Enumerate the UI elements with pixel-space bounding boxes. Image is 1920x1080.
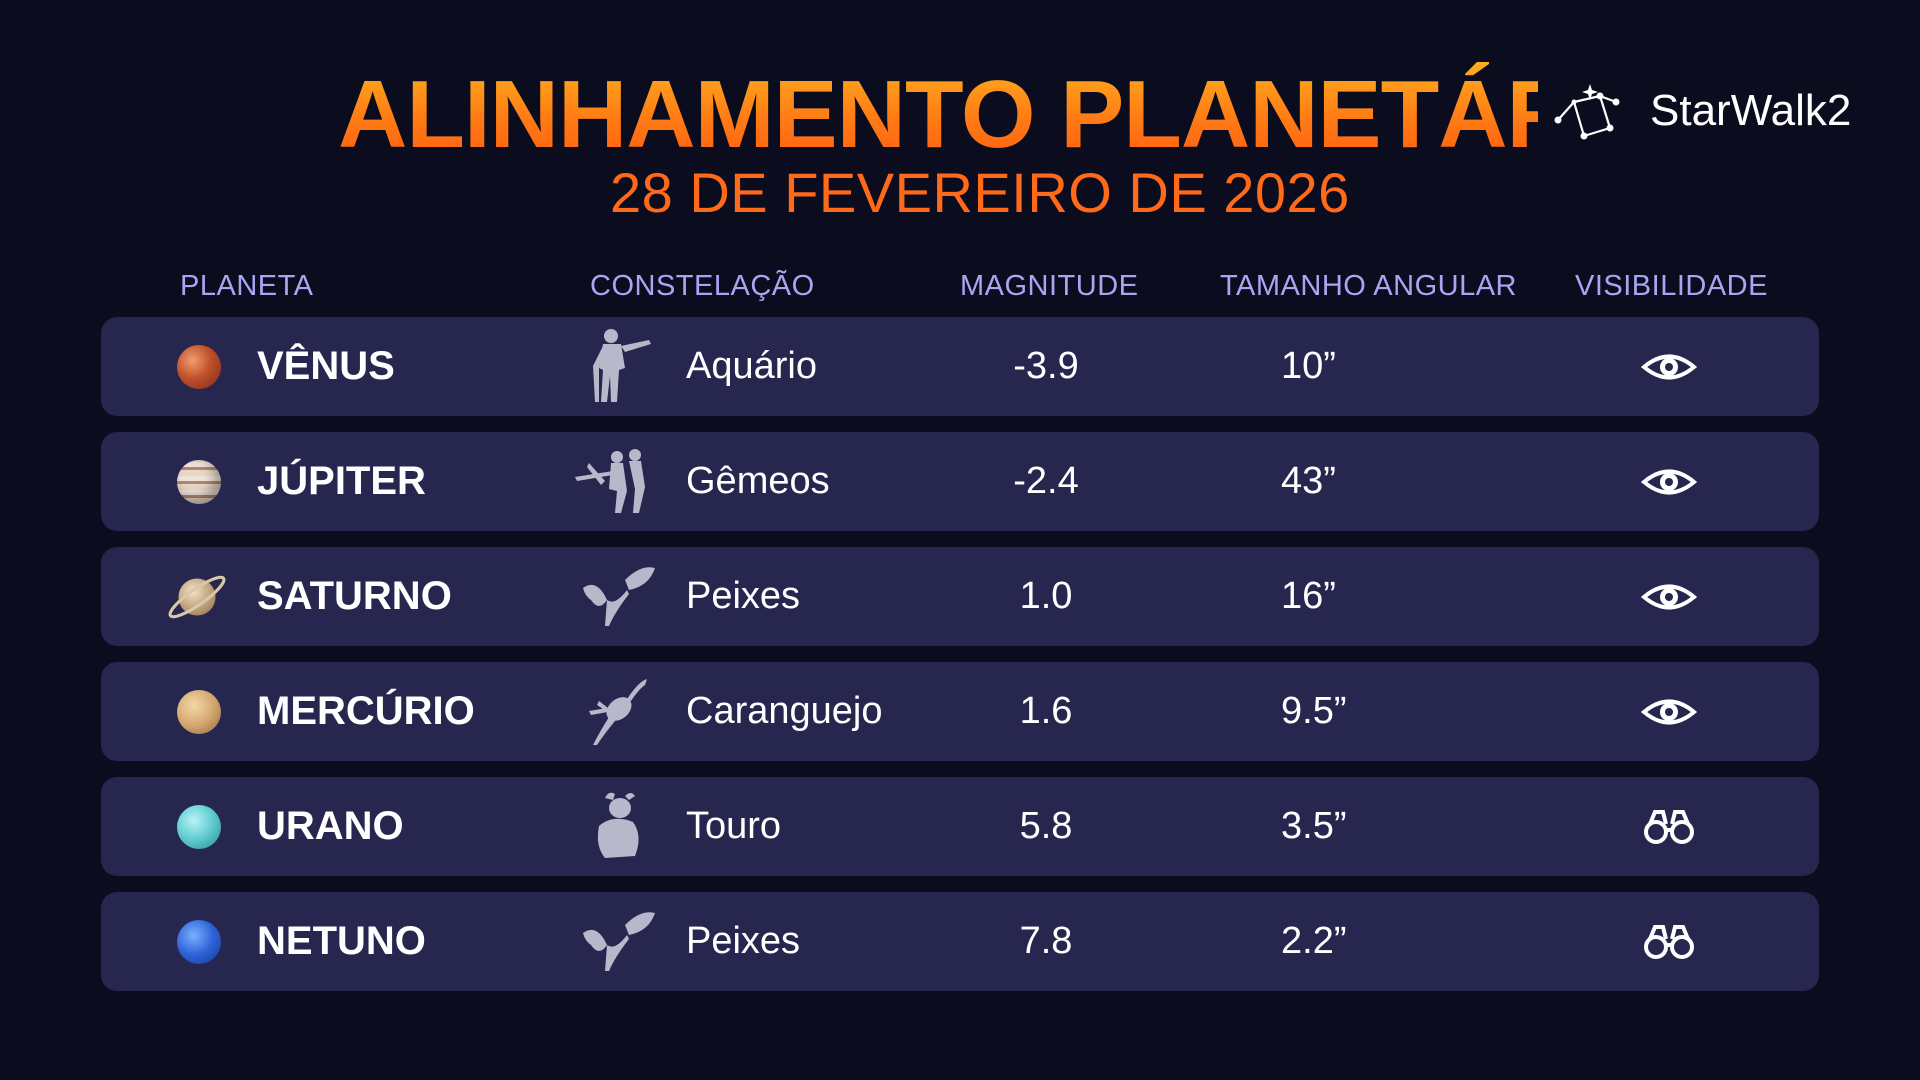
gemini-icon: [575, 449, 645, 513]
binoculars-icon: [1641, 802, 1697, 852]
jupiter-icon: [177, 460, 221, 504]
angular-size-value: 3.5”: [1281, 805, 1347, 847]
table-row: JÚPITER Gêmeos -2.4 43”: [101, 432, 1819, 531]
eye-icon: [1640, 572, 1698, 622]
eye-icon: [1640, 687, 1698, 737]
angular-size-value: 16”: [1281, 575, 1336, 617]
mercury-icon: [177, 690, 221, 734]
pisces-icon: [583, 567, 655, 626]
taurus-icon: [597, 792, 639, 858]
table-row: SATURNO Peixes 1.0 16”: [101, 547, 1819, 646]
constellation-name: Touro: [686, 805, 782, 847]
magnitude-value: 1.6: [1019, 690, 1073, 732]
neptune-icon: [177, 920, 221, 964]
column-header-magnitude: MAGNITUDE: [960, 270, 1139, 302]
planet-name: NETUNO: [257, 919, 426, 963]
angular-size-value: 43”: [1281, 460, 1336, 502]
constellation-name: Peixes: [686, 920, 801, 962]
planet-name: MERCÚRIO: [257, 689, 475, 733]
magnitude-value: -2.4: [1013, 460, 1079, 502]
table-row: NETUNO Peixes 7.8 2.2”: [101, 892, 1819, 991]
venus-icon: [177, 345, 221, 389]
page-title: ALINHAMENTO PLANETÁRIO: [338, 61, 1675, 168]
constellation-logo-icon: [1554, 84, 1620, 140]
magnitude-value: 1.0: [1019, 575, 1073, 617]
planet-name: JÚPITER: [257, 459, 426, 503]
starwalk-logo: StarWalk2: [1550, 76, 1852, 146]
constellation-name: Caranguejo: [686, 690, 883, 732]
column-header-angular-size: TAMANHO ANGULAR: [1220, 270, 1518, 302]
table-row: MERCÚRIO Caranguejo 1.6 9.5”: [101, 662, 1819, 761]
page-subtitle: 28 DE FEVEREIRO DE 2026: [610, 161, 1350, 224]
angular-size-value: 2.2”: [1281, 920, 1347, 962]
binoculars-icon: [1641, 917, 1697, 967]
column-header-visibility: VISIBILIDADE: [1575, 270, 1768, 302]
cancer-icon: [589, 679, 647, 745]
uranus-icon: [177, 805, 221, 849]
angular-size-value: 10”: [1281, 345, 1336, 387]
logo-text: StarWalk2: [1650, 86, 1852, 135]
column-header-constellation: CONSTELAÇÃO: [590, 270, 815, 302]
planet-name: URANO: [257, 804, 404, 848]
planet-name: VÊNUS: [257, 344, 395, 388]
table-header: PLANETA CONSTELAÇÃO MAGNITUDE TAMANHO AN…: [0, 270, 1920, 310]
constellation-name: Gêmeos: [686, 460, 830, 502]
saturn-icon: [168, 575, 226, 619]
constellation-name: Peixes: [686, 575, 801, 617]
table-row: VÊNUS Aquário -3.9 10”: [101, 317, 1819, 416]
angular-size-value: 9.5”: [1281, 690, 1347, 732]
magnitude-value: 5.8: [1019, 805, 1073, 847]
table-row: URANO Touro 5.8 3.5”: [101, 777, 1819, 876]
eye-icon: [1640, 457, 1698, 507]
pisces-icon: [583, 912, 655, 971]
aquarius-icon: [593, 329, 651, 402]
magnitude-value: 7.8: [1019, 920, 1073, 962]
column-header-planet: PLANETA: [180, 270, 314, 302]
magnitude-value: -3.9: [1013, 345, 1079, 387]
constellation-name: Aquário: [686, 345, 817, 387]
eye-icon: [1640, 342, 1698, 392]
planet-table: VÊNUS Aquário -3.9 10” JÚPITER: [101, 317, 1819, 1007]
planet-name: SATURNO: [257, 574, 452, 618]
